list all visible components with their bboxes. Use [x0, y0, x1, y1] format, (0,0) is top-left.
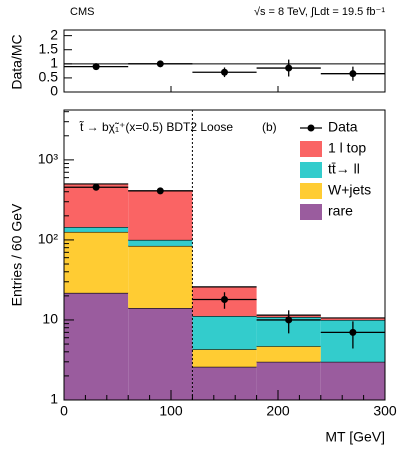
stack-segment — [64, 227, 129, 232]
legend-data-marker — [307, 124, 315, 132]
legend-label: 1 l top — [328, 140, 366, 156]
stack-segment — [192, 366, 257, 400]
data-point — [285, 316, 293, 324]
ratio-y-label: Data/MC — [9, 34, 25, 89]
stack-segment — [64, 231, 129, 293]
y-tick-label: 10 — [42, 311, 58, 327]
ratio-point — [349, 70, 357, 78]
ratio-point — [156, 60, 164, 68]
stack-segment — [256, 346, 321, 362]
y-tick-label: 1 — [50, 391, 58, 407]
stack-segment — [64, 292, 129, 400]
stack-segment — [128, 308, 193, 400]
y-tick-label: 2 — [50, 26, 58, 42]
legend-label: rare — [328, 203, 353, 219]
y-tick-label: 10³ — [38, 151, 59, 167]
x-tick-label: 100 — [159, 403, 183, 419]
panel-label: (b) — [262, 120, 277, 134]
stack-segment — [256, 361, 321, 400]
y-axis-label: Entries / 60 GeV — [9, 203, 25, 306]
legend-swatch — [300, 204, 322, 220]
data-point — [156, 187, 164, 195]
legend-label: W+jets — [328, 182, 371, 198]
stack-segment — [192, 316, 257, 350]
legend-label: Data — [328, 119, 358, 135]
ratio-frame — [63, 29, 386, 93]
stack-segment — [192, 349, 257, 367]
stack-segment — [64, 183, 129, 228]
y-tick-label: 1.5 — [39, 40, 59, 56]
y-tick-label: 0.5 — [39, 69, 59, 85]
x-tick-label: 200 — [266, 403, 290, 419]
ratio-point — [92, 63, 100, 71]
ratio-point — [221, 68, 228, 76]
data-point — [92, 183, 100, 191]
lumi-label: √s = 8 TeV, ∫Ldt = 19.5 fb⁻¹ — [254, 6, 385, 18]
x-tick-label: 0 — [60, 403, 68, 419]
experiment-label: CMS — [70, 6, 94, 18]
stack-segment — [128, 239, 193, 246]
plot-frame — [63, 109, 386, 401]
selection-label: t̃ → bχ̃₁⁺(x=0.5) BDT2 Loose — [79, 120, 234, 135]
stack-segment — [128, 190, 193, 240]
legend-swatch — [300, 162, 322, 178]
legend-swatch — [300, 183, 322, 199]
y-tick-label: 1 — [50, 55, 58, 71]
x-axis-label: MT [GeV] — [325, 429, 385, 445]
x-tick-label: 300 — [373, 403, 397, 419]
legend-swatch — [300, 141, 322, 157]
data-point — [221, 296, 228, 304]
stack-segment — [320, 361, 385, 400]
stack-segment — [128, 245, 193, 309]
y-tick-label: 0 — [50, 83, 58, 99]
ratio-point — [285, 64, 293, 72]
stack-segment — [320, 317, 385, 320]
data-point — [349, 328, 357, 336]
y-tick-label: 10² — [38, 231, 59, 247]
legend-label: tt̄→ ll — [328, 161, 360, 177]
